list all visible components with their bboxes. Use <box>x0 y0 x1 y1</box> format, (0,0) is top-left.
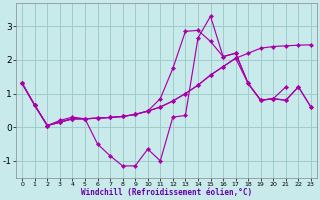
X-axis label: Windchill (Refroidissement éolien,°C): Windchill (Refroidissement éolien,°C) <box>81 188 252 197</box>
